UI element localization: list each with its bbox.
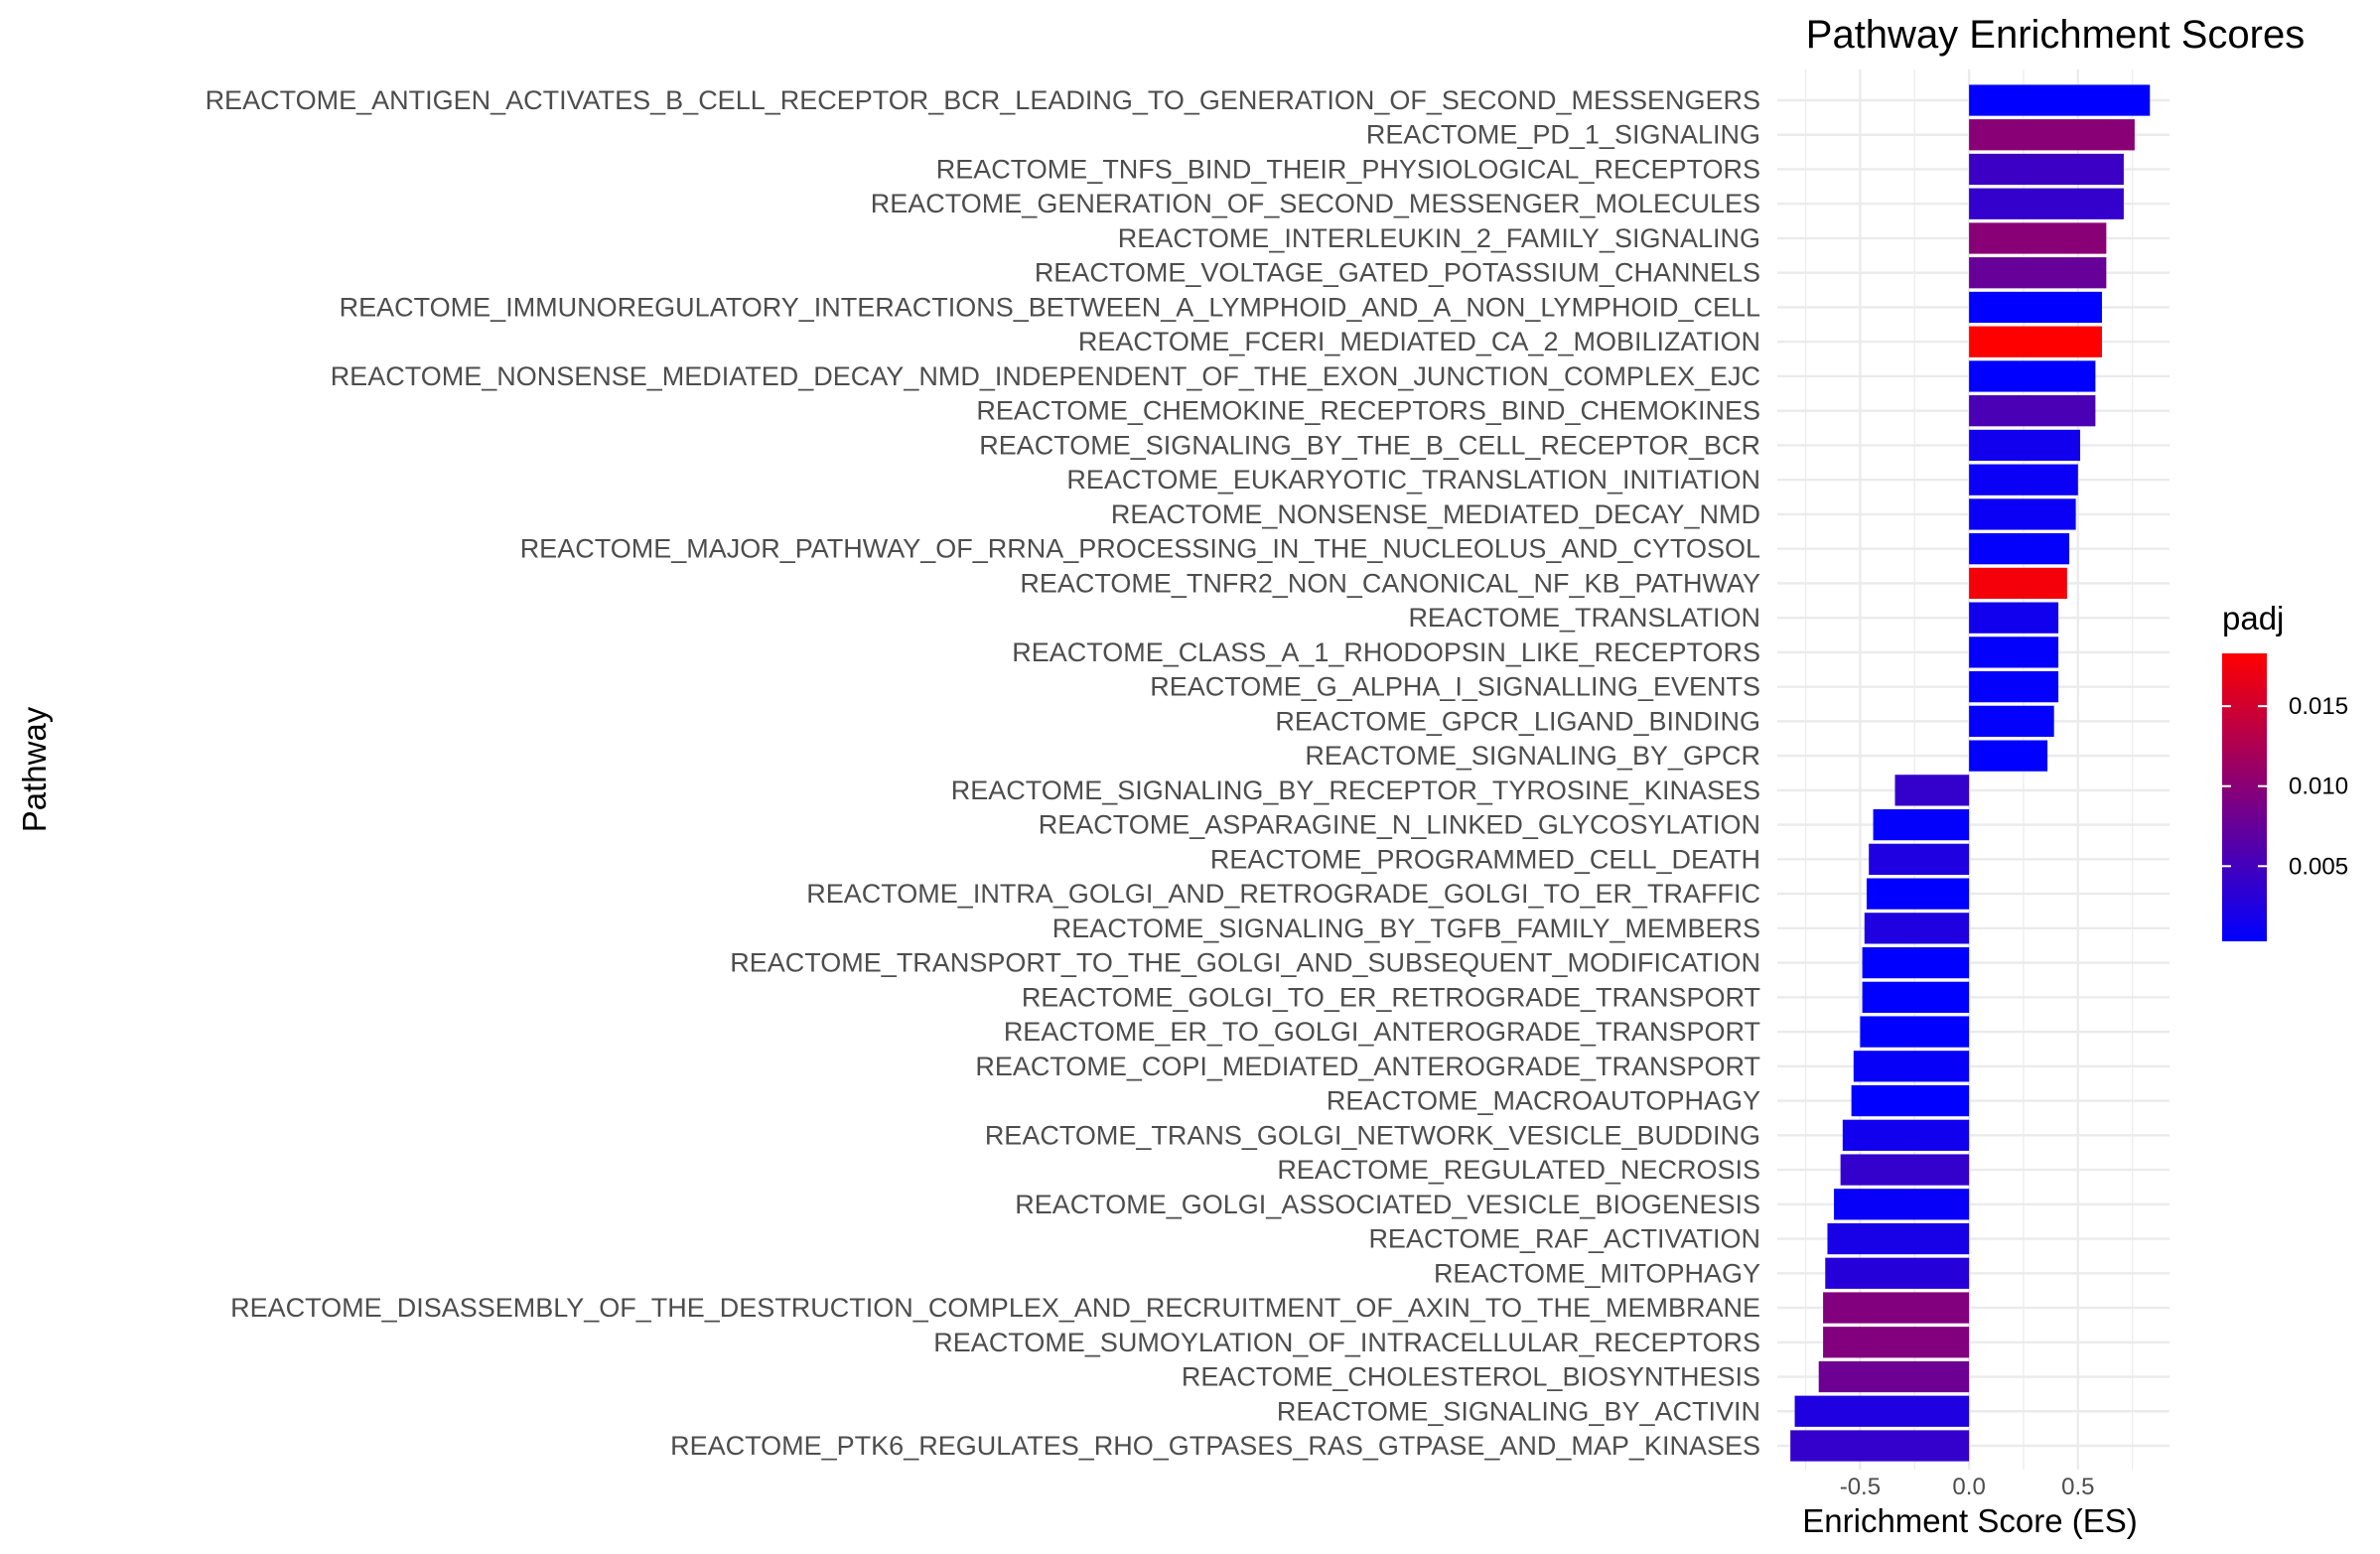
y-tick-label: REACTOME_IMMUNOREGULATORY_INTERACTIONS_B…: [340, 292, 1760, 322]
y-tick-label: REACTOME_DISASSEMBLY_OF_THE_DESTRUCTION_…: [230, 1293, 1760, 1323]
y-tick-label: REACTOME_FCERI_MEDIATED_CA_2_MOBILIZATIO…: [1078, 327, 1760, 356]
x-tick-labels: -0.5 0.0 0.5: [1840, 1474, 2095, 1500]
bar: [1969, 533, 2070, 565]
bar: [1969, 84, 2151, 116]
x-tick-label: -0.5: [1840, 1474, 1881, 1500]
y-tick-label: REACTOME_TNFS_BIND_THEIR_PHYSIOLOGICAL_R…: [936, 154, 1760, 184]
bar: [1969, 464, 2078, 495]
x-tick-label: 0.0: [1952, 1474, 1985, 1500]
x-tick-label: 0.5: [2061, 1474, 2094, 1500]
y-tick-label: REACTOME_REGULATED_NECROSIS: [1277, 1155, 1760, 1185]
y-tick-label: REACTOME_GOLGI_ASSOCIATED_VESICLE_BIOGEN…: [1015, 1190, 1760, 1219]
bars: [1790, 84, 2151, 1462]
y-tick-label: REACTOME_CHOLESTEROL_BIOSYNTHESIS: [1182, 1362, 1760, 1392]
bar: [1862, 981, 1970, 1013]
legend: padj 0.005 0.010 0.015: [2222, 600, 2348, 941]
bar: [1862, 946, 1970, 979]
y-tick-label: REACTOME_GENERATION_OF_SECOND_MESSENGER_…: [871, 189, 1760, 218]
legend-title: padj: [2222, 600, 2284, 636]
bar: [1851, 1084, 1970, 1117]
y-tick-label: REACTOME_TRANSPORT_TO_THE_GOLGI_AND_SUBS…: [730, 948, 1760, 978]
y-tick-label: REACTOME_GOLGI_TO_ER_RETROGRADE_TRANSPOR…: [1022, 982, 1760, 1012]
y-tick-label: REACTOME_TRANS_GOLGI_NETWORK_VESICLE_BUD…: [985, 1120, 1760, 1150]
bar: [1873, 808, 1970, 841]
y-tick-label: REACTOME_CLASS_A_1_RHODOPSIN_LIKE_RECEPT…: [1012, 637, 1760, 667]
bar: [1969, 222, 2107, 254]
legend-colorbar: [2222, 653, 2267, 941]
y-tick-label: REACTOME_GPCR_LIGAND_BINDING: [1275, 706, 1760, 736]
y-tick-label: REACTOME_ANTIGEN_ACTIVATES_B_CELL_RECEPT…: [206, 85, 1760, 115]
bar: [1969, 567, 2067, 600]
bar: [1969, 188, 2124, 219]
bar: [1823, 1292, 1970, 1324]
chart-title: Pathway Enrichment Scores: [1806, 13, 2305, 57]
bar: [1818, 1360, 1970, 1393]
y-tick-label: REACTOME_MITOPHAGY: [1434, 1258, 1760, 1288]
y-tick-label: REACTOME_COPI_MEDIATED_ANTEROGRADE_TRANS…: [975, 1052, 1760, 1081]
y-tick-label: REACTOME_TRANSLATION: [1408, 603, 1760, 633]
y-axis-title: Pathway: [16, 706, 53, 832]
bar: [1842, 1119, 1970, 1151]
y-tick-label: REACTOME_MAJOR_PATHWAY_OF_RRNA_PROCESSIN…: [520, 534, 1760, 564]
bar: [1860, 1016, 1970, 1048]
bar: [1790, 1430, 1970, 1462]
bar: [1827, 1222, 1970, 1255]
bar: [1969, 602, 2059, 634]
bar: [1825, 1257, 1970, 1289]
y-tick-label: REACTOME_VOLTAGE_GATED_POTASSIUM_CHANNEL…: [1035, 258, 1760, 288]
y-tick-label: REACTOME_RAF_ACTIVATION: [1368, 1224, 1760, 1254]
y-tick-label: REACTOME_MACROAUTOPHAGY: [1327, 1086, 1760, 1116]
y-tick-labels: REACTOME_ANTIGEN_ACTIVATES_B_CELL_RECEPT…: [206, 85, 1760, 1461]
bar: [1969, 119, 2135, 151]
bar: [1969, 705, 2054, 738]
bar: [1969, 636, 2059, 668]
y-tick-label: REACTOME_SIGNALING_BY_ACTIVIN: [1277, 1396, 1760, 1426]
y-tick-label: REACTOME_INTRA_GOLGI_AND_RETROGRADE_GOLG…: [806, 879, 1760, 909]
bar: [1894, 775, 1970, 806]
y-tick-label: REACTOME_SIGNALING_BY_RECEPTOR_TYROSINE_…: [951, 776, 1760, 805]
y-tick-label: REACTOME_PTK6_REGULATES_RHO_GTPASES_RAS_…: [670, 1431, 1760, 1461]
bar: [1969, 360, 2096, 392]
legend-ticks: 0.005 0.010 0.015: [2222, 693, 2348, 880]
y-tick-label: REACTOME_ASPARAGINE_N_LINKED_GLYCOSYLATI…: [1039, 810, 1760, 840]
bar: [1823, 1327, 1970, 1358]
bar: [1869, 843, 1970, 875]
bar: [1969, 291, 2102, 324]
bar: [1866, 878, 1970, 910]
y-tick-label: REACTOME_TNFR2_NON_CANONICAL_NF_KB_PATHW…: [1020, 568, 1760, 598]
y-tick-label: REACTOME_NONSENSE_MEDIATED_DECAY_NMD: [1111, 499, 1760, 529]
y-tick-label: REACTOME_EUKARYOTIC_TRANSLATION_INITIATI…: [1066, 465, 1760, 494]
bar: [1969, 671, 2059, 703]
x-axis-title: Enrichment Score (ES): [1802, 1502, 2137, 1539]
bar: [1864, 913, 1970, 944]
y-tick-label: REACTOME_SIGNALING_BY_TGFB_FAMILY_MEMBER…: [1052, 914, 1760, 943]
bar: [1834, 1189, 1970, 1220]
bar: [1969, 395, 2096, 427]
bar: [1969, 153, 2124, 186]
y-tick-label: REACTOME_SIGNALING_BY_GPCR: [1305, 741, 1760, 771]
legend-tick-label: 0.010: [2289, 774, 2348, 800]
y-tick-label: REACTOME_SUMOYLATION_OF_INTRACELLULAR_RE…: [933, 1328, 1760, 1357]
bar: [1794, 1395, 1970, 1427]
legend-tick-label: 0.015: [2289, 693, 2348, 720]
y-tick-label: REACTOME_CHEMOKINE_RECEPTORS_BIND_CHEMOK…: [976, 396, 1760, 426]
y-tick-label: REACTOME_NONSENSE_MEDIATED_DECAY_NMD_IND…: [331, 361, 1760, 391]
bar: [1969, 498, 2076, 530]
y-tick-label: REACTOME_INTERLEUKIN_2_FAMILY_SIGNALING: [1118, 223, 1760, 253]
bar: [1853, 1051, 1970, 1082]
legend-tick-label: 0.005: [2289, 853, 2348, 880]
y-tick-label: REACTOME_SIGNALING_BY_THE_B_CELL_RECEPTO…: [979, 430, 1760, 460]
y-tick-label: REACTOME_PD_1_SIGNALING: [1366, 120, 1760, 150]
bar: [1969, 257, 2107, 289]
bar: [1840, 1154, 1970, 1186]
y-tick-label: REACTOME_ER_TO_GOLGI_ANTEROGRADE_TRANSPO…: [1004, 1017, 1760, 1047]
bar: [1969, 326, 2102, 357]
bar: [1969, 740, 2048, 772]
bar: [1969, 429, 2081, 462]
y-tick-label: REACTOME_PROGRAMMED_CELL_DEATH: [1210, 844, 1760, 874]
y-tick-label: REACTOME_G_ALPHA_I_SIGNALLING_EVENTS: [1150, 672, 1760, 702]
